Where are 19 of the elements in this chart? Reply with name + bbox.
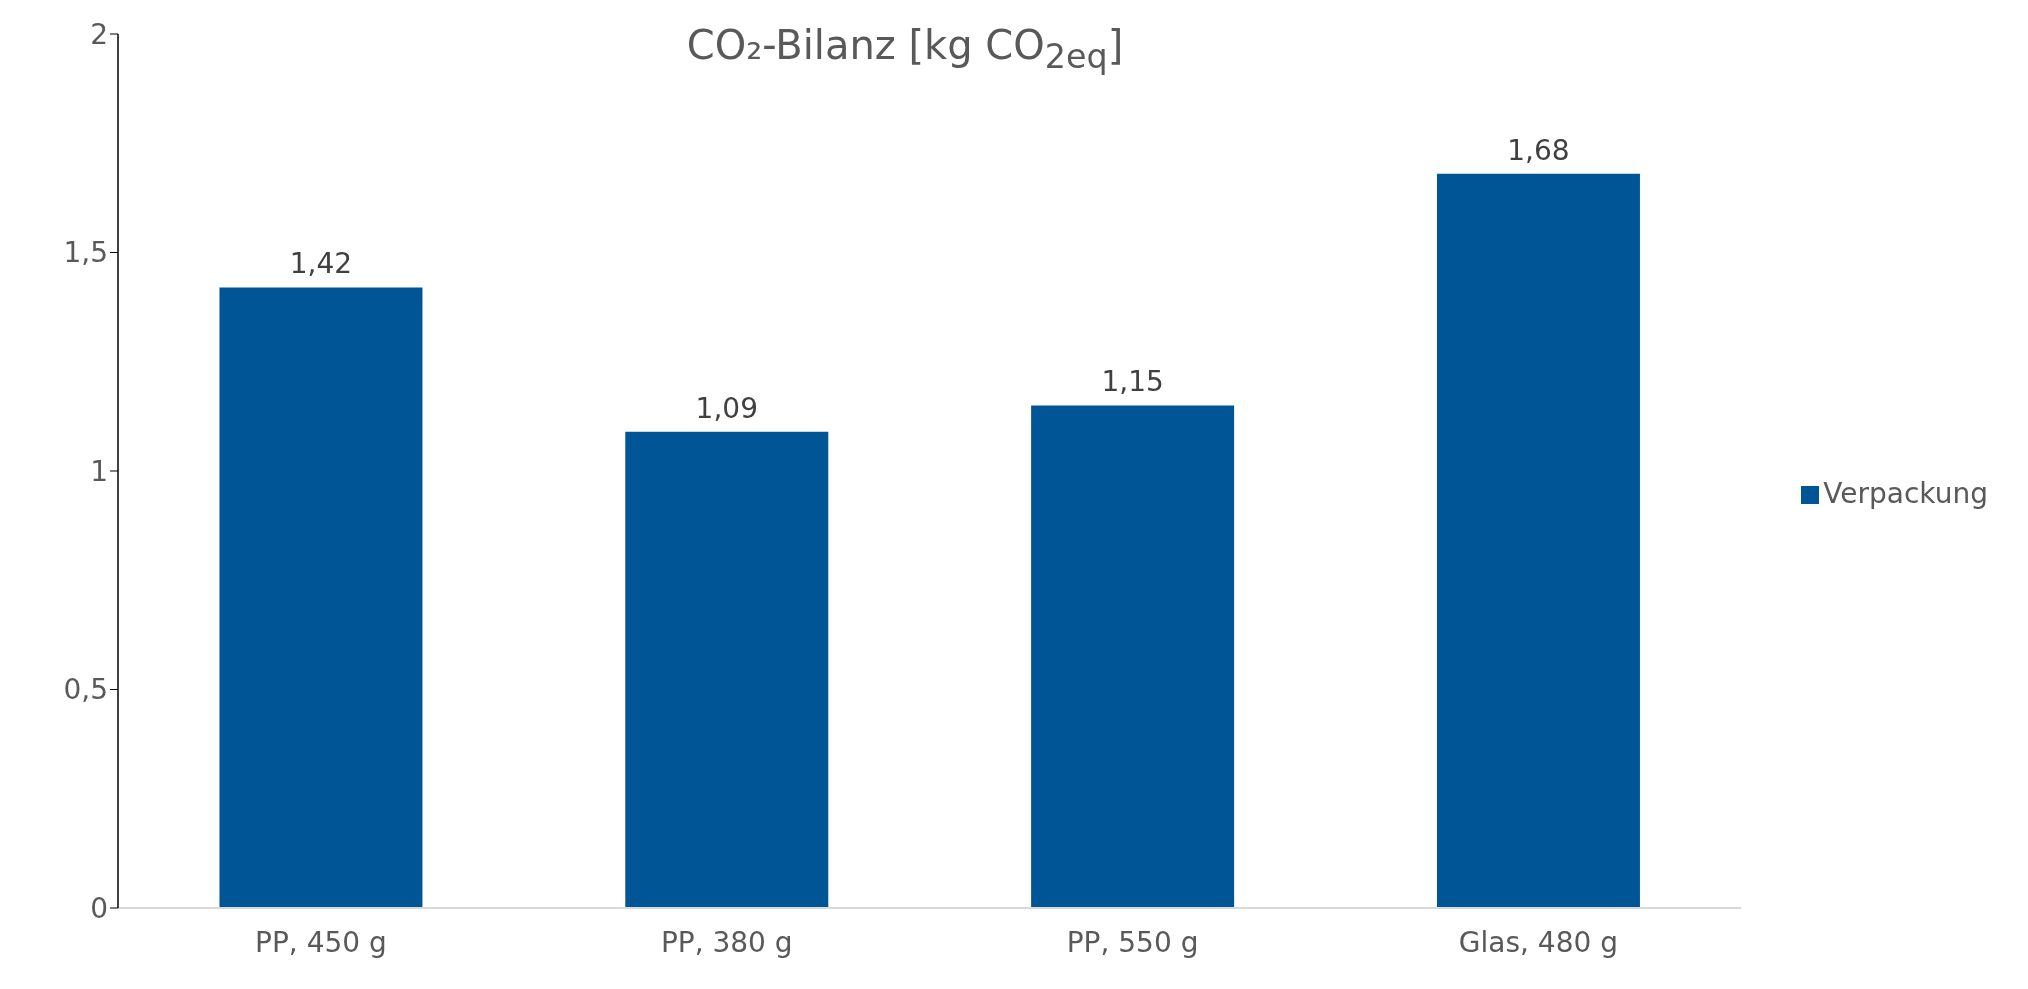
x-tick-label: PP, 550 g xyxy=(1066,925,1199,959)
x-tick-label: PP, 380 g xyxy=(660,925,793,959)
y-tick-label: 2 xyxy=(90,17,108,51)
y-tick-label: 1,5 xyxy=(63,236,108,270)
data-label: 1,09 xyxy=(695,391,758,425)
bar xyxy=(625,431,829,908)
data-label: 1,42 xyxy=(289,247,353,281)
bar xyxy=(219,287,423,908)
data-label: 1,15 xyxy=(1101,365,1164,399)
bar xyxy=(1031,405,1235,908)
x-tick-label: Glas, 480 g xyxy=(1458,925,1618,959)
y-tick-label: 1 xyxy=(90,454,108,488)
chart-title: CO₂-Bilanz [kg CO$_{2eq}$] xyxy=(685,22,1125,76)
data-label: 1,68 xyxy=(1507,133,1570,167)
legend-label: Verpackung xyxy=(1823,476,1988,510)
y-tick-label: 0 xyxy=(90,891,108,925)
bar xyxy=(1436,173,1640,908)
x-tick-label: PP, 450 g xyxy=(255,925,387,959)
y-tick-label: 0,5 xyxy=(63,673,108,707)
